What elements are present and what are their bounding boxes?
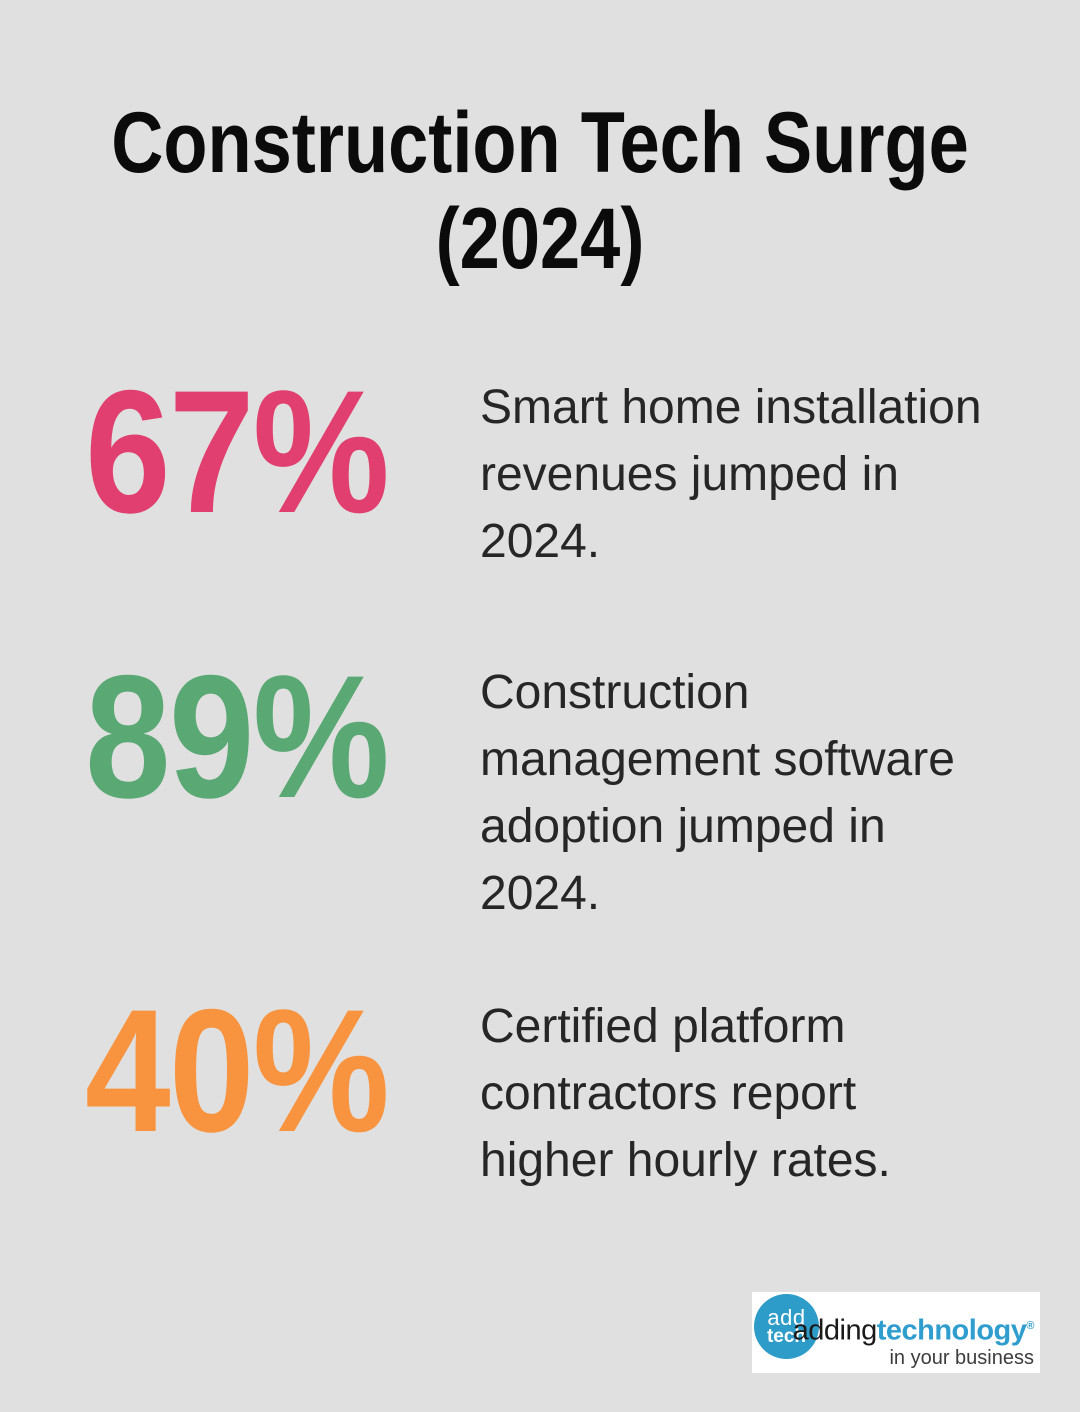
registered-trademark-icon: ® [1026, 1320, 1034, 1333]
stat-value-40: 40% [85, 974, 390, 1169]
logo-wordmark: addingtechnology® [792, 1311, 1035, 1347]
logo-tagline: in your business [889, 1347, 1034, 1369]
logo-word-technology: technology [876, 1315, 1027, 1347]
stat-row-certified-contractors: 40% Certified platform contractors repor… [85, 984, 1025, 1244]
stat-description-certified-contractors: Certified platform contractors report hi… [480, 1000, 891, 1187]
stat-value-67: 67% [85, 355, 390, 550]
stat-description-smart-home: Smart home installation revenues jumped … [480, 381, 982, 568]
logo-circle-tech-text: tech [766, 1326, 807, 1347]
stat-row-smart-home: 67% Smart home installation revenues jum… [85, 365, 1025, 625]
stat-description-management-software: Construction management software adoptio… [480, 666, 955, 920]
page-title: Construction Tech Surge (2024) [111, 95, 969, 287]
addtech-logo: add tech addingtechnology® in your busin… [752, 1292, 1040, 1373]
stat-row-management-software: 89% Construction management software ado… [85, 640, 1025, 920]
addtech-circle-icon: add tech [754, 1294, 819, 1359]
logo-circle-add-text: add [767, 1305, 806, 1330]
logo-word-adding: adding [792, 1315, 878, 1347]
stat-value-89: 89% [85, 640, 390, 835]
logo-text-block: addingtechnology® in your business [792, 1311, 1035, 1370]
